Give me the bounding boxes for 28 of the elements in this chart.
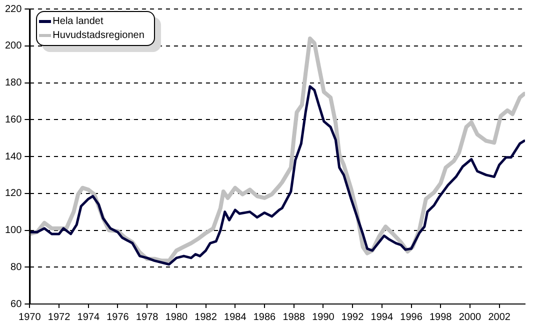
y-tick-label: 160 xyxy=(4,114,22,126)
x-tick-label: 1988 xyxy=(282,312,306,323)
y-tick-label: 200 xyxy=(4,40,22,52)
x-tick-label: 1980 xyxy=(165,312,188,323)
y-tick-label: 60 xyxy=(10,298,22,310)
legend-label: Huvudstadsregionen xyxy=(52,30,144,40)
x-tick-label: 1986 xyxy=(253,312,276,323)
x-tick-label: 1972 xyxy=(48,312,71,323)
x-tick-label: 1982 xyxy=(194,312,218,323)
x-tick-label: 1996 xyxy=(400,312,423,323)
y-tick-label: 100 xyxy=(4,225,22,236)
legend-label: Hela landet xyxy=(52,16,104,26)
x-tick-label: 1978 xyxy=(136,312,159,323)
x-tick-label: 2000 xyxy=(458,312,482,323)
x-tick-label: 1994 xyxy=(370,312,394,323)
x-tick-label: 1976 xyxy=(106,312,130,323)
x-tick-label: 1974 xyxy=(77,312,100,323)
x-tick-label: 1970 xyxy=(18,312,42,323)
y-tick-label: 180 xyxy=(4,78,22,88)
y-tick-label: 140 xyxy=(4,151,22,162)
x-tick-label: 1984 xyxy=(224,312,247,323)
y-tick-label: 120 xyxy=(4,188,22,200)
x-tick-label: 1998 xyxy=(429,312,452,323)
y-tick-label: 80 xyxy=(10,262,22,273)
x-tick-label: 1990 xyxy=(312,312,335,323)
x-tick-label: 1992 xyxy=(341,312,364,323)
y-tick-label: 220 xyxy=(4,4,22,15)
x-tick-label: 2002 xyxy=(488,312,511,323)
